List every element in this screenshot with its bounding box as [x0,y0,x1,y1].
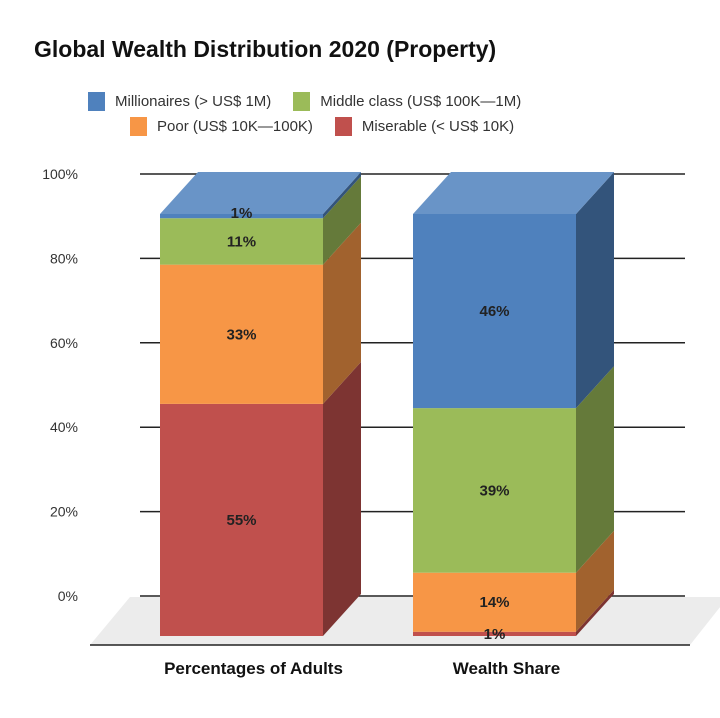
data-label: 1% [231,205,253,222]
bar-segment-front [413,572,576,632]
legend-label: Miserable (< US$ 10K) [361,118,515,135]
bar-segment-top [413,172,614,214]
legend-swatch-green [293,92,311,111]
bar-segment-top [160,172,361,214]
legend-label: Middle class (US$ 100K—1M) [320,93,522,110]
y-tick-label: 0% [58,588,78,604]
legend-item-millionaires: Millionaires (> US$ 1M) [88,92,271,111]
bar-segment-front [413,408,576,573]
legend-swatch-red [334,117,352,136]
bar-segment-side [576,172,614,409]
data-label: 39% [479,482,509,499]
bar-segment-front [413,214,576,409]
bar-segment-side [576,589,614,636]
bar-segment-front [160,264,323,404]
x-category-label: Wealth Share [453,659,560,678]
legend-item-poor: Poor (US$ 10K—100K) [130,117,313,136]
bar-segment-side [323,361,361,636]
y-tick-label: 20% [50,504,78,520]
legend-item-miserable: Miserable (< US$ 10K) [334,117,515,136]
legend-item-middle-class: Middle class (US$ 100K—1M) [293,92,521,111]
y-tick-label: 60% [50,335,78,351]
data-label: 46% [479,303,509,320]
data-label: 14% [479,594,509,611]
data-label: 11% [227,233,256,250]
bar-segment-side [323,176,361,265]
legend-row-1: Millionaires (> US$ 1M) Middle class (US… [88,92,521,111]
chart-title: Global Wealth Distribution 2020 (Propert… [34,36,497,62]
y-tick-label: 100% [42,166,78,182]
y-tick-label: 80% [50,250,78,266]
data-label: 55% [226,512,256,529]
legend-row-2: Poor (US$ 10K—100K) Miserable (< US$ 10K… [130,117,514,136]
legend-label: Poor (US$ 10K—100K) [157,118,313,135]
bar-segment-front [413,631,576,636]
bar-segment-side [323,222,361,404]
bar-segment-front [160,214,323,219]
legend-swatch-blue [88,92,105,111]
legend-label: Millionaires (> US$ 1M) [115,93,272,110]
data-label: 33% [226,326,256,343]
data-label: 1% [484,626,506,643]
bar-segment-side [576,530,614,632]
bar-segment-side [323,172,361,219]
bar-segment-front [160,403,323,636]
bar-segment-front [160,218,323,265]
x-category-label: Percentages of Adults [164,659,343,678]
legend-swatch-orange [130,117,147,136]
bar-segment-side [576,366,614,573]
y-tick-label: 40% [50,419,78,435]
